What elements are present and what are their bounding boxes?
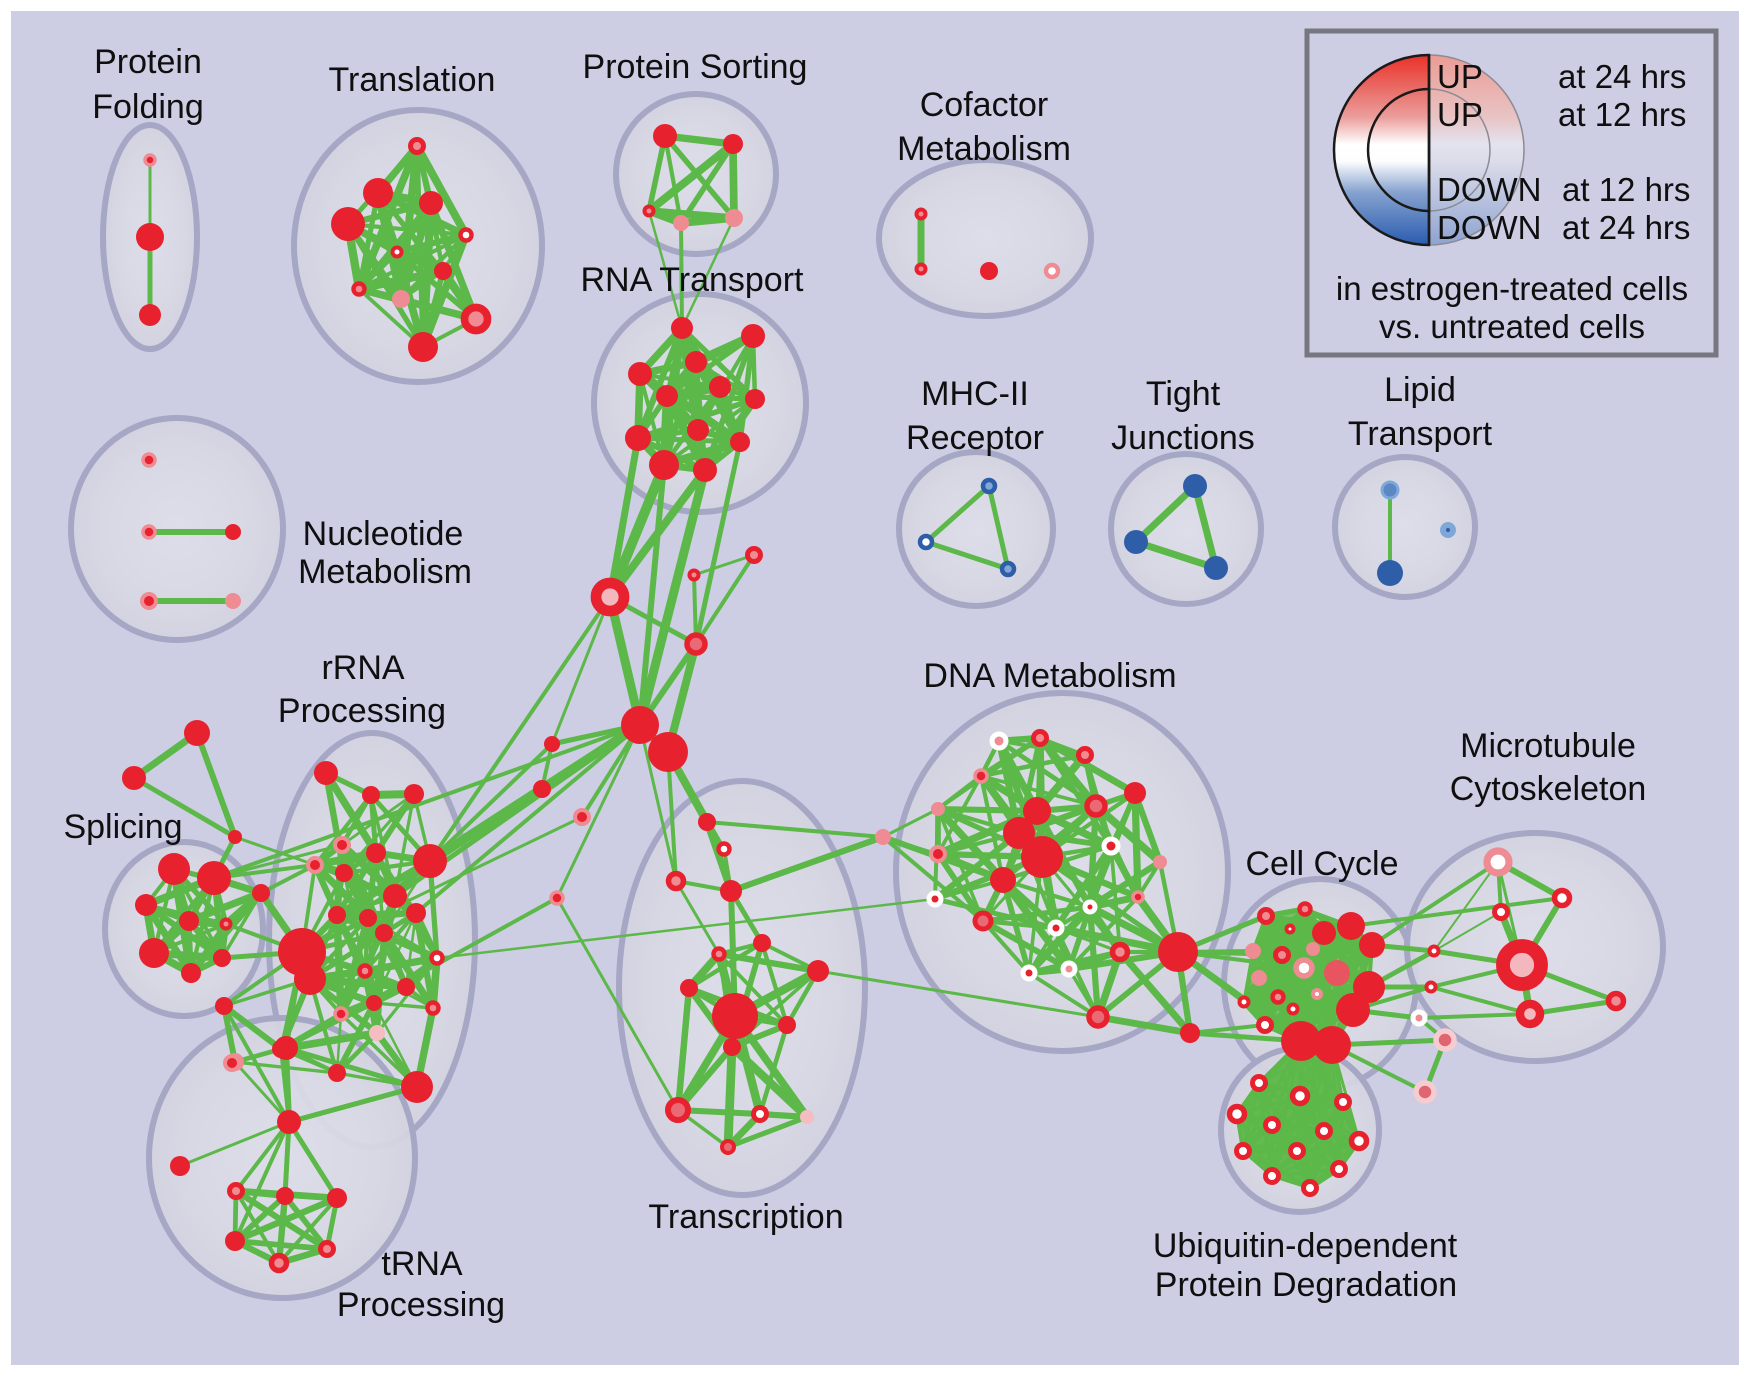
- svg-text:Microtubule: Microtubule: [1460, 727, 1636, 765]
- svg-text:Receptor: Receptor: [906, 419, 1044, 457]
- svg-text:Junctions: Junctions: [1111, 419, 1255, 457]
- svg-text:rRNA: rRNA: [321, 649, 404, 687]
- svg-text:at 24 hrs: at 24 hrs: [1558, 58, 1686, 95]
- svg-text:at 12 hrs: at 12 hrs: [1558, 96, 1686, 133]
- svg-text:Tight: Tight: [1146, 375, 1221, 413]
- svg-text:Translation: Translation: [329, 61, 496, 99]
- svg-text:in estrogen-treated cells: in estrogen-treated cells: [1336, 270, 1688, 307]
- svg-text:Protein Sorting: Protein Sorting: [583, 48, 808, 86]
- svg-text:Metabolism: Metabolism: [897, 130, 1071, 168]
- svg-text:Processing: Processing: [337, 1286, 505, 1324]
- svg-text:Transcription: Transcription: [648, 1198, 843, 1236]
- svg-text:at 12 hrs: at 12 hrs: [1562, 171, 1690, 208]
- svg-text:DOWN: DOWN: [1437, 171, 1541, 208]
- svg-text:Lipid: Lipid: [1384, 371, 1456, 409]
- svg-text:Folding: Folding: [92, 88, 204, 126]
- svg-text:MHC-II: MHC-II: [921, 375, 1029, 413]
- svg-text:DNA Metabolism: DNA Metabolism: [923, 657, 1176, 695]
- svg-text:Protein: Protein: [94, 43, 202, 81]
- svg-text:RNA Transport: RNA Transport: [581, 261, 805, 299]
- svg-text:Protein Degradation: Protein Degradation: [1155, 1266, 1457, 1304]
- svg-text:UP: UP: [1437, 58, 1483, 95]
- svg-text:Processing: Processing: [278, 692, 446, 730]
- svg-text:at 24 hrs: at 24 hrs: [1562, 209, 1690, 246]
- svg-text:tRNA: tRNA: [381, 1245, 463, 1283]
- svg-text:DOWN: DOWN: [1437, 209, 1541, 246]
- svg-text:Cofactor: Cofactor: [920, 86, 1049, 124]
- svg-text:Transport: Transport: [1348, 415, 1493, 453]
- svg-text:Metabolism: Metabolism: [298, 553, 472, 591]
- svg-text:Nucleotide: Nucleotide: [303, 515, 464, 553]
- svg-text:vs. untreated cells: vs. untreated cells: [1379, 308, 1645, 345]
- svg-text:Cell Cycle: Cell Cycle: [1245, 845, 1398, 883]
- svg-text:UP: UP: [1437, 96, 1483, 133]
- svg-text:Ubiquitin-dependent: Ubiquitin-dependent: [1153, 1227, 1458, 1265]
- svg-text:Splicing: Splicing: [63, 808, 182, 846]
- svg-text:Cytoskeleton: Cytoskeleton: [1450, 770, 1647, 808]
